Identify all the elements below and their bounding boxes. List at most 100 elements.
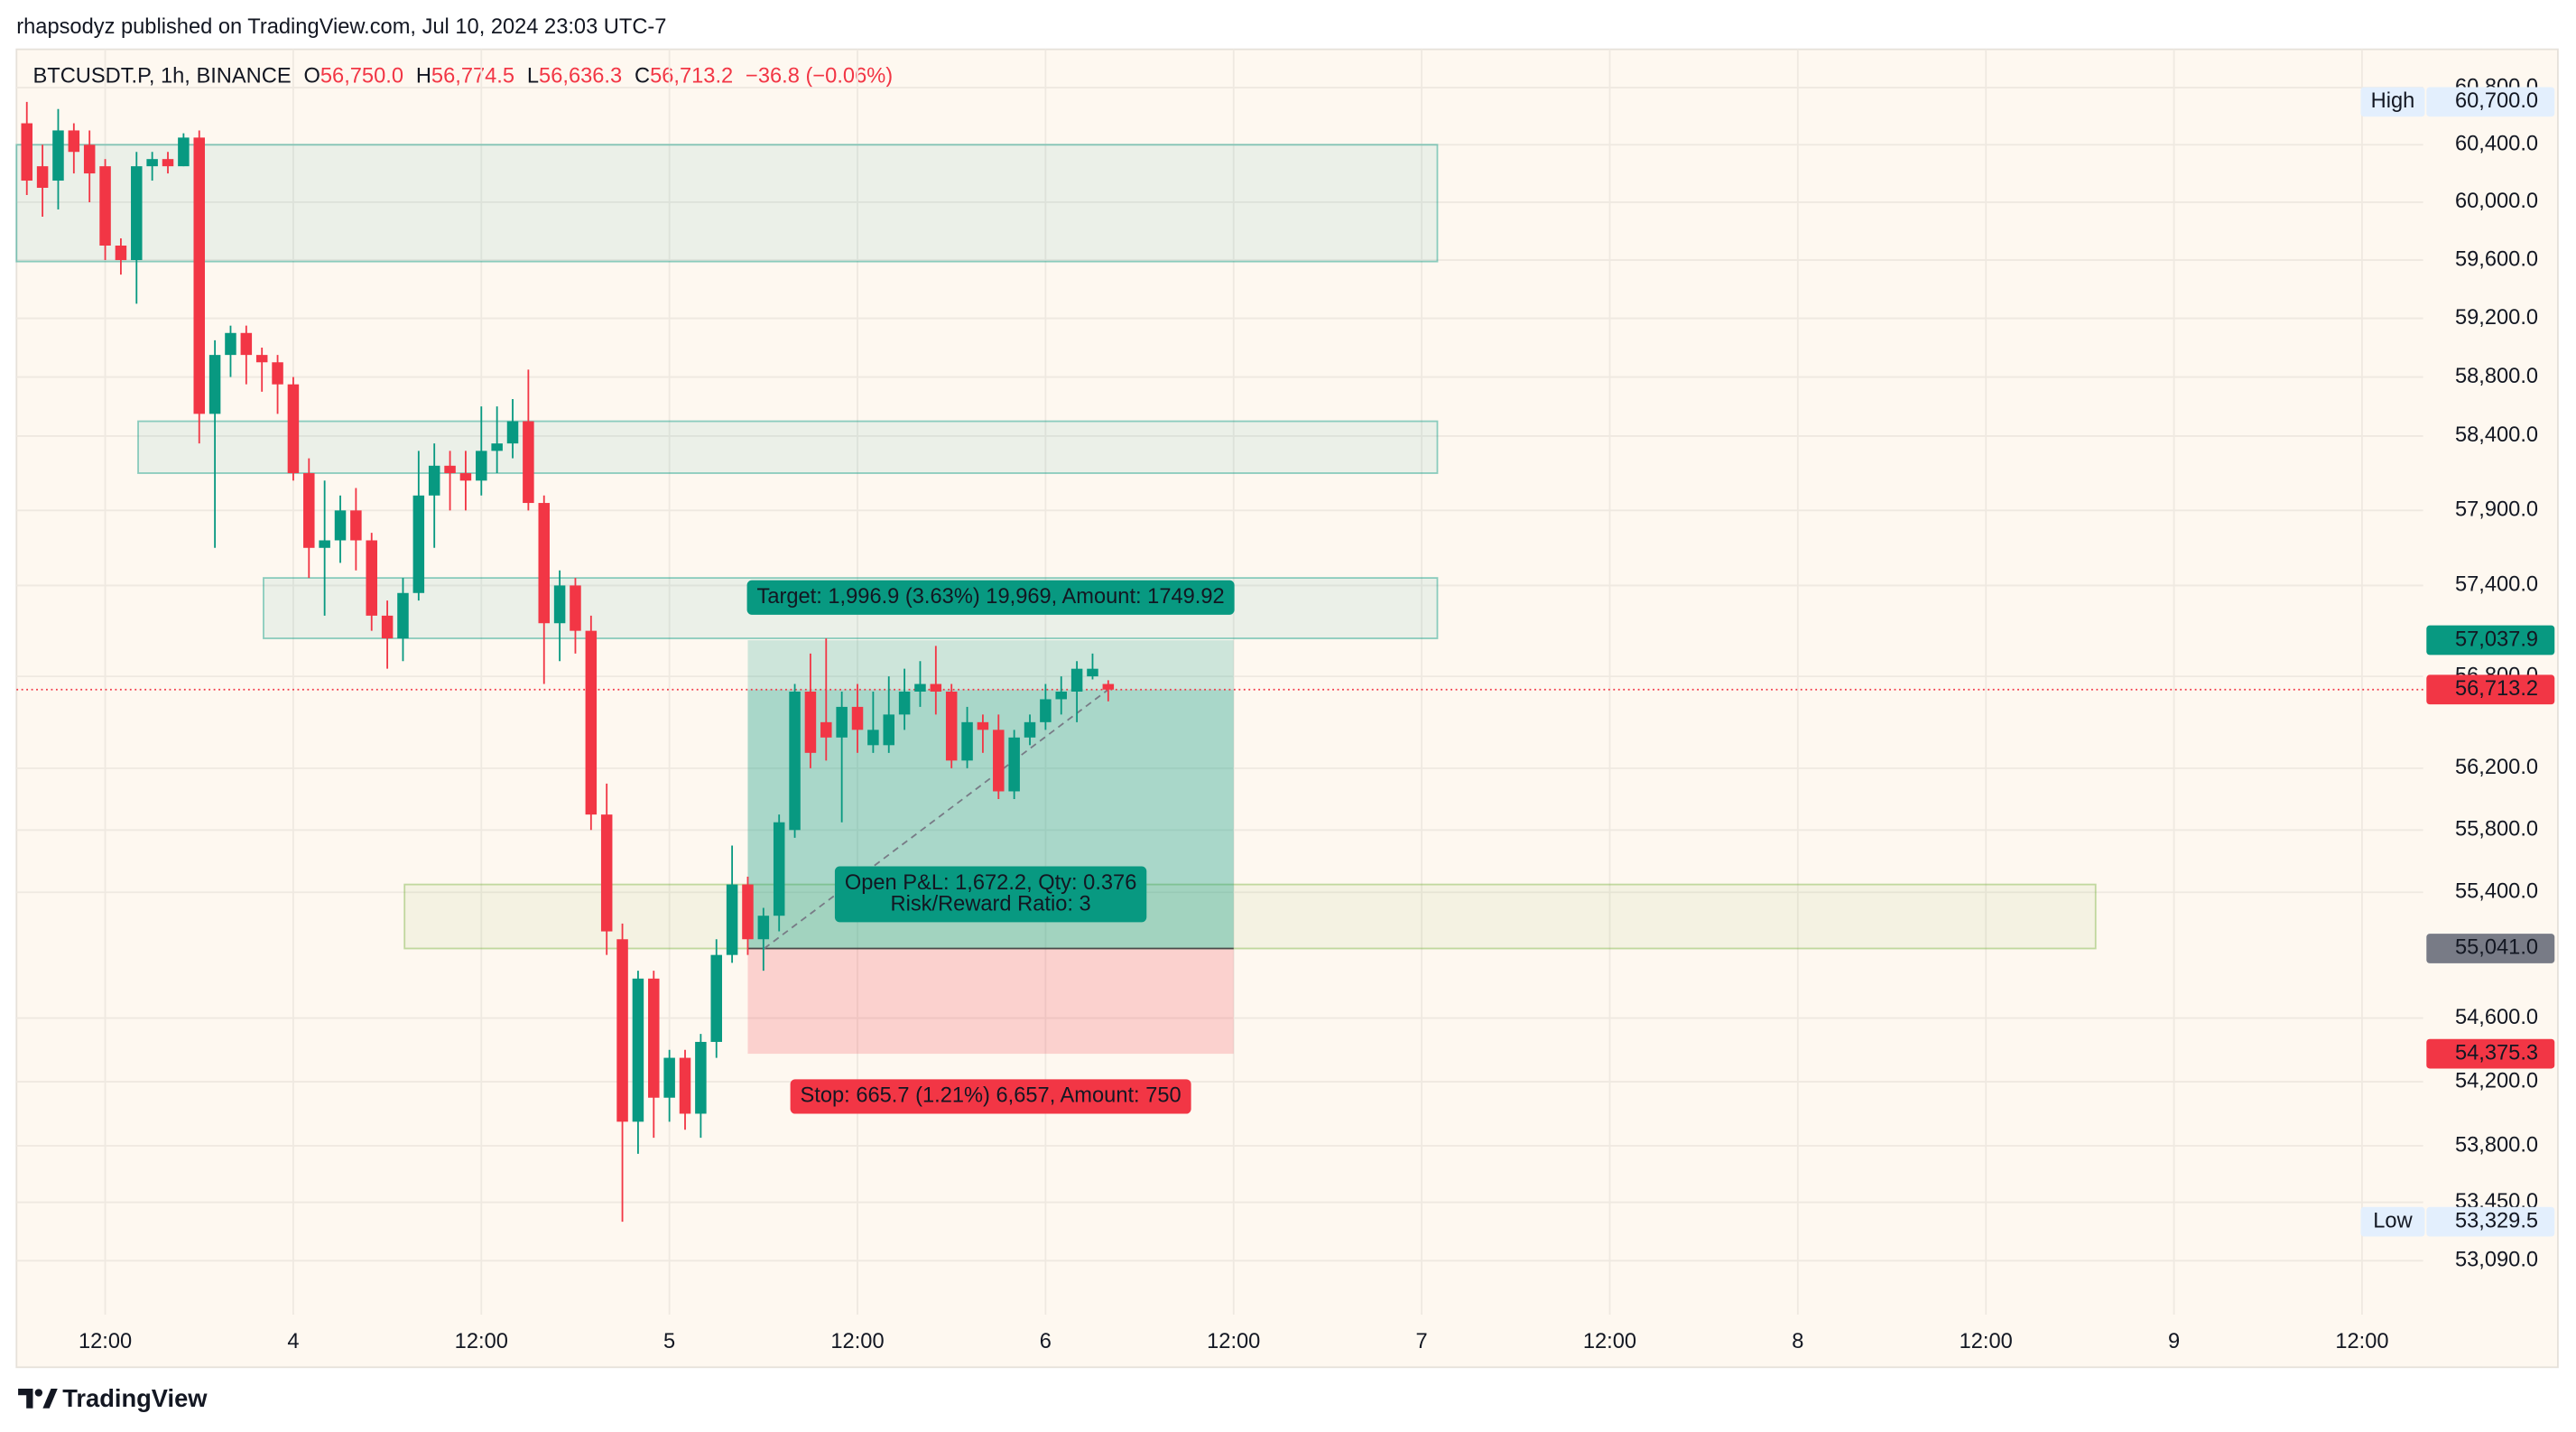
- stop-area: [747, 948, 1234, 1055]
- candle-body: [428, 465, 440, 496]
- candle-body: [381, 615, 394, 639]
- candle-body: [272, 362, 283, 385]
- x-tick-label: 12:00: [1960, 1330, 2013, 1353]
- y-tick-label: 57,900.0: [2455, 498, 2538, 522]
- pnl-label-group: Open P&L: 1,672.2, Qty: 0.376Risk/Reward…: [834, 866, 1147, 923]
- candle-body: [36, 166, 49, 189]
- candle-body: [1040, 699, 1052, 722]
- candle-body: [585, 630, 598, 815]
- candle-body: [648, 978, 660, 1098]
- candle-body: [867, 730, 879, 746]
- logo-mark: [42, 1388, 58, 1409]
- candle-body: [225, 332, 236, 356]
- y-tick-label: 55,800.0: [2455, 818, 2538, 842]
- candle-body: [836, 706, 848, 738]
- target-label-group: Target: 1,996.9 (3.63%) 19,969, Amount: …: [746, 580, 1235, 615]
- ohlc-key: L: [527, 65, 539, 88]
- price-badge-label: 60,700.0: [2455, 89, 2538, 113]
- candle-body: [1102, 683, 1115, 690]
- candle-body: [208, 355, 221, 414]
- candle-body: [412, 495, 425, 593]
- y-tick-label: 60,000.0: [2455, 190, 2538, 213]
- candle-body: [397, 592, 409, 639]
- candle-body: [570, 585, 581, 631]
- candle-body: [319, 540, 330, 548]
- price-badge-tag: [2360, 87, 2425, 117]
- price-badge-label: 54,375.3: [2455, 1041, 2538, 1065]
- candle-body: [757, 916, 770, 940]
- candle-body: [553, 585, 566, 624]
- candle-body: [930, 683, 942, 692]
- y-tick-label: 59,200.0: [2455, 306, 2538, 330]
- x-tick-label: 12:00: [1583, 1330, 1636, 1353]
- candle-body: [742, 884, 754, 940]
- candle-body: [710, 954, 722, 1042]
- candle-body: [1008, 737, 1020, 792]
- zone: [15, 144, 1439, 263]
- candle-body: [99, 166, 111, 246]
- candle-body: [977, 721, 989, 730]
- candle-body: [726, 884, 738, 955]
- pnl-path: [764, 689, 1109, 950]
- ohlc-value: 56,774.5: [431, 65, 514, 88]
- x-tick-label: 8: [1792, 1330, 1803, 1353]
- candle-body: [773, 822, 785, 916]
- candle-body: [350, 510, 362, 541]
- candle-body: [162, 159, 174, 167]
- footer-logo: TradingView: [18, 1384, 208, 1412]
- candle-body: [945, 691, 958, 761]
- candle-body: [1070, 668, 1083, 692]
- candle-body: [68, 130, 80, 153]
- x-tick-label: 9: [2168, 1330, 2180, 1353]
- x-tick-label: 4: [287, 1330, 299, 1353]
- logo-mark: [18, 1388, 33, 1409]
- attribution: rhapsodyz published on TradingView.com, …: [16, 15, 666, 39]
- ohlc-value: 56,750.0: [320, 65, 403, 88]
- price-badge: [2426, 87, 2555, 117]
- candle-body: [146, 159, 158, 167]
- candle-body: [632, 978, 644, 1122]
- candle-body: [961, 721, 973, 761]
- candle-body: [444, 465, 456, 474]
- candle-body: [21, 123, 32, 181]
- candle-body: [883, 714, 894, 746]
- price-badge: [2426, 674, 2555, 705]
- price-badge-label: 57,037.9: [2455, 628, 2538, 651]
- price-badge-label: 55,041.0: [2455, 936, 2538, 960]
- ohlc-key: H: [416, 65, 431, 88]
- candle-body: [663, 1057, 675, 1098]
- candle-body: [914, 683, 926, 692]
- stop-label: Stop: 665.7 (1.21%) 6,657, Amount: 750: [801, 1084, 1181, 1108]
- candle-body: [459, 473, 472, 481]
- candle-body: [695, 1041, 707, 1114]
- candle-body: [851, 706, 864, 730]
- y-tick-label: 54,200.0: [2455, 1069, 2538, 1093]
- candle-body: [523, 421, 534, 504]
- price-badge: [2426, 1206, 2555, 1237]
- candle-body: [287, 384, 300, 474]
- symbol: BTCUSDT.P, 1h, BINANCE: [32, 65, 291, 88]
- ohlc-key: C: [635, 65, 650, 88]
- change: −36.8 (−0.06%): [746, 65, 893, 88]
- stop-label-group: Stop: 665.7 (1.21%) 6,657, Amount: 750: [790, 1079, 1191, 1114]
- x-tick-label: 5: [663, 1330, 675, 1353]
- y-tick-label: 58,800.0: [2455, 365, 2538, 388]
- price-badge: [2426, 625, 2555, 656]
- candle-body: [52, 130, 64, 181]
- candle-body: [820, 721, 832, 738]
- ohlc-key: O: [303, 65, 320, 88]
- zone: [403, 883, 2097, 950]
- zone: [137, 420, 1439, 474]
- candle-body: [193, 137, 205, 414]
- candle-body: [476, 451, 487, 481]
- pnl-label-box: [834, 866, 1147, 923]
- x-tick-label: 12:00: [2335, 1330, 2388, 1353]
- candle-body: [1087, 668, 1098, 677]
- candle-body: [804, 691, 817, 753]
- candle-body: [131, 166, 143, 261]
- price-badge-label: 56,713.2: [2455, 677, 2538, 701]
- target-label-box: [746, 580, 1235, 615]
- y-tick-label: 55,400.0: [2455, 879, 2538, 903]
- stop-label-box: [790, 1079, 1191, 1114]
